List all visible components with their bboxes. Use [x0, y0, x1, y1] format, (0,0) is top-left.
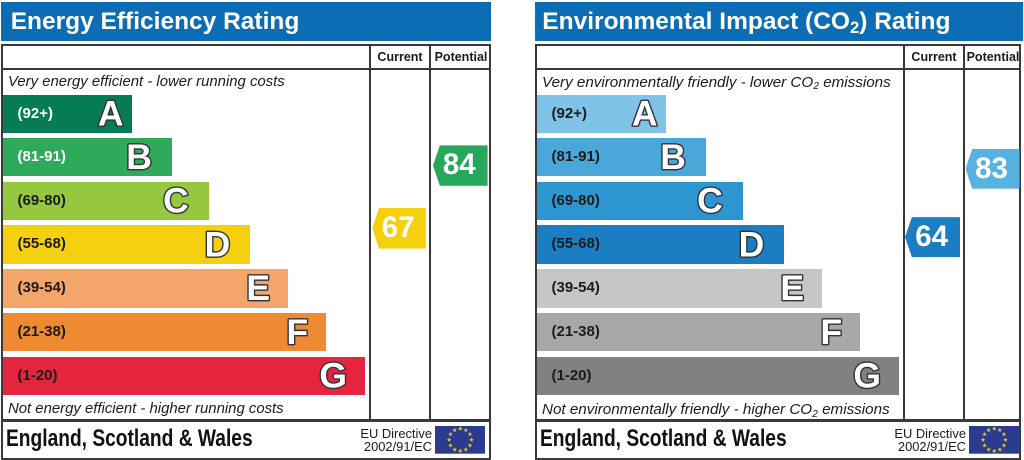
svg-text:D: D [205, 224, 231, 264]
svg-text:G: G [853, 356, 881, 396]
svg-text:G: G [319, 356, 347, 396]
svg-text:F: F [821, 312, 843, 352]
svg-text:F: F [287, 312, 309, 352]
svg-text:E: E [246, 268, 270, 308]
svg-text:A: A [632, 94, 658, 134]
svg-text:B: B [660, 137, 686, 177]
svg-text:A: A [98, 94, 124, 134]
svg-text:D: D [739, 224, 765, 264]
svg-text:C: C [697, 181, 723, 221]
svg-text:B: B [126, 137, 152, 177]
svg-text:C: C [163, 181, 189, 221]
svg-text:E: E [780, 268, 804, 308]
